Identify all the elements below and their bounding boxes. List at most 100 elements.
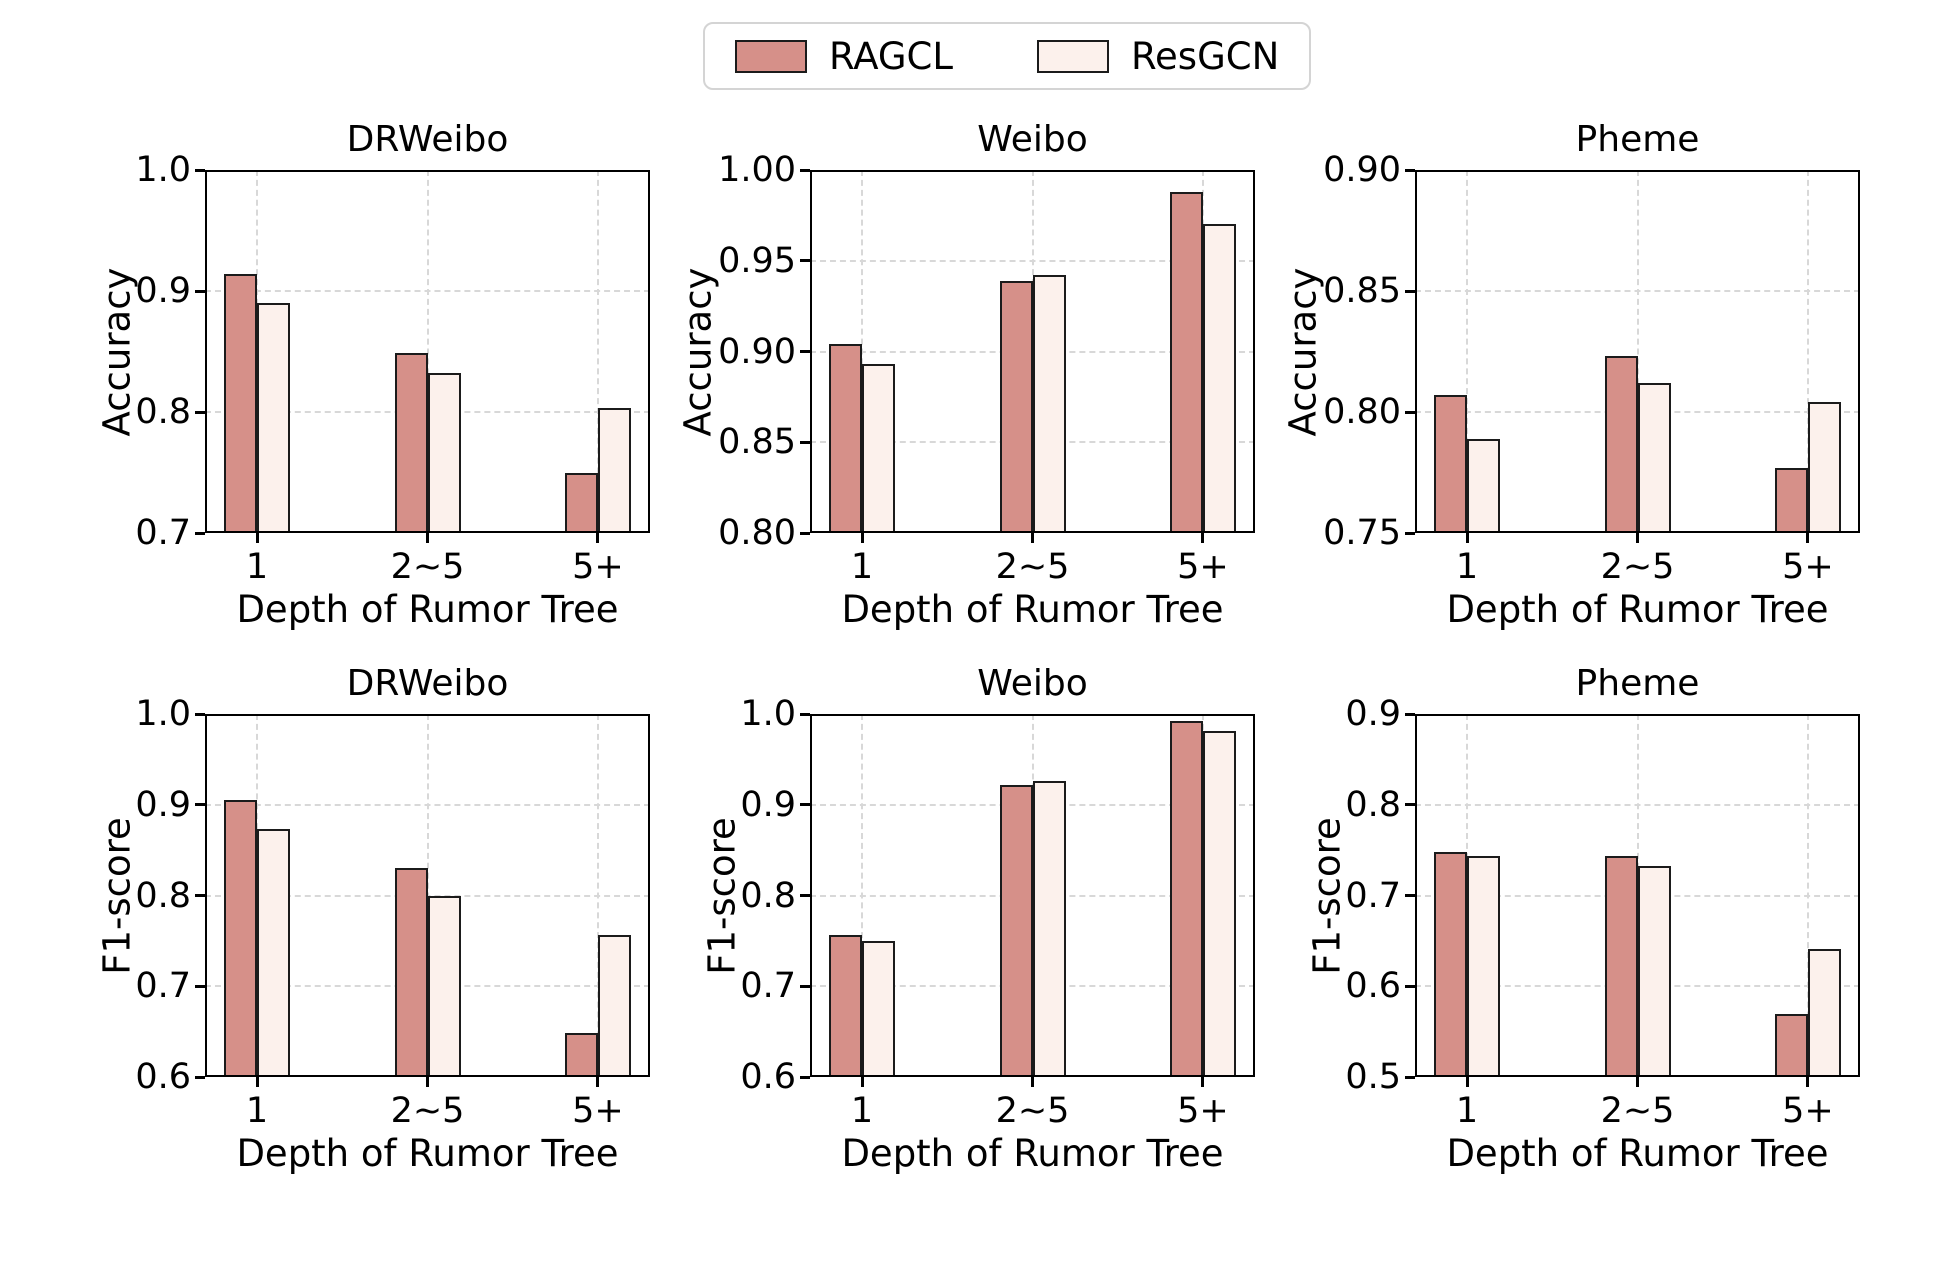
x-tick-label: 5+ xyxy=(572,1091,624,1131)
x-tick-label: 2~5 xyxy=(390,547,465,587)
bar-resgcn-depth-1 xyxy=(257,829,291,1077)
y-tick-label: 0.85 xyxy=(1323,271,1401,311)
legend-label-ragcl: RAGCL xyxy=(829,34,953,78)
x-tick-mark xyxy=(596,533,600,543)
y-tick-label: 0.75 xyxy=(1323,513,1401,553)
y-tick-label: 1.0 xyxy=(135,150,191,190)
subplot-title: Pheme xyxy=(1575,663,1700,704)
legend-label-resgcn: ResGCN xyxy=(1131,34,1280,78)
y-tick-mark xyxy=(195,894,205,897)
y-tick-label: 0.9 xyxy=(1345,694,1401,734)
x-tick-mark xyxy=(596,1077,600,1087)
x-axis-label: Depth of Rumor Tree xyxy=(841,1132,1224,1175)
y-tick-label: 0.8 xyxy=(1345,784,1401,825)
x-tick-mark xyxy=(1636,533,1639,543)
x-tick-mark xyxy=(255,1077,259,1087)
x-tick-label: 5+ xyxy=(1177,1091,1229,1131)
y-tick-label: 0.7 xyxy=(740,966,796,1007)
bar-ragcl-depth-5- xyxy=(564,1032,598,1077)
x-tick-label: 1 xyxy=(1455,1091,1479,1131)
x-tick-mark xyxy=(1806,533,1810,543)
x-tick-mark xyxy=(1636,1077,1639,1087)
x-axis-label: Depth of Rumor Tree xyxy=(1446,588,1829,631)
x-tick-mark xyxy=(1806,1077,1810,1087)
y-tick-label: 1.00 xyxy=(718,150,796,190)
x-tick-mark xyxy=(1031,1077,1034,1087)
x-tick-label: 5+ xyxy=(1177,547,1229,587)
y-tick-mark xyxy=(195,410,205,414)
x-tick-mark xyxy=(1465,1077,1469,1087)
subplot-title: DRWeibo xyxy=(346,119,509,160)
gridline-vertical xyxy=(861,714,864,1077)
y-tick-mark xyxy=(195,984,205,988)
y-tick-label: 0.6 xyxy=(135,1057,191,1097)
x-tick-mark xyxy=(860,533,864,543)
y-tick-label: 0.6 xyxy=(740,1057,796,1097)
y-tick-mark xyxy=(800,712,810,716)
y-tick-mark xyxy=(800,1075,810,1079)
legend-entry-resgcn: ResGCN xyxy=(1037,38,1279,75)
plot-frame xyxy=(810,170,1255,533)
bar-ragcl-depth-5- xyxy=(1169,191,1203,533)
bar-ragcl-depth-5- xyxy=(1774,467,1808,533)
y-tick-mark xyxy=(1405,531,1415,535)
gridline-vertical xyxy=(596,170,599,533)
bar-ragcl-depth-1 xyxy=(829,344,863,533)
x-tick-label: 2~5 xyxy=(1600,547,1675,587)
x-tick-mark xyxy=(1031,533,1034,543)
x-tick-label: 2~5 xyxy=(1600,1091,1675,1131)
y-tick-mark xyxy=(800,350,810,353)
bar-ragcl-depth-1 xyxy=(224,800,258,1077)
bar-resgcn-depth-5- xyxy=(1202,731,1236,1077)
bar-ragcl-depth-5- xyxy=(1169,721,1203,1077)
y-tick-label: 0.8 xyxy=(135,392,191,432)
bar-resgcn-depth-2-5 xyxy=(1032,781,1066,1077)
y-tick-mark xyxy=(800,803,810,807)
subplot-title: Weibo xyxy=(977,119,1088,160)
bar-ragcl-depth-2-5 xyxy=(999,784,1033,1077)
y-tick-label: 0.90 xyxy=(1323,150,1401,190)
y-tick-label: 0.9 xyxy=(135,271,191,311)
y-tick-mark xyxy=(195,1075,205,1079)
y-tick-mark xyxy=(800,168,810,172)
y-tick-mark xyxy=(195,531,205,535)
bar-ragcl-depth-1 xyxy=(1434,851,1468,1077)
x-axis-label: Depth of Rumor Tree xyxy=(1446,1132,1829,1175)
bar-resgcn-depth-1 xyxy=(1467,438,1501,533)
gridline-vertical xyxy=(426,170,429,533)
y-tick-mark xyxy=(800,259,810,263)
bar-resgcn-depth-5- xyxy=(1807,949,1841,1077)
subplot-title: Pheme xyxy=(1575,119,1700,160)
y-tick-mark xyxy=(800,894,810,897)
plot-frame xyxy=(810,714,1255,1077)
y-tick-label: 0.8 xyxy=(740,875,796,916)
y-tick-label: 0.9 xyxy=(135,784,191,825)
y-tick-mark xyxy=(195,168,205,172)
y-tick-mark xyxy=(1405,712,1415,716)
y-tick-mark xyxy=(1405,410,1415,414)
bar-resgcn-depth-2-5 xyxy=(427,895,461,1077)
x-tick-mark xyxy=(426,533,429,543)
y-tick-label: 0.7 xyxy=(135,966,191,1007)
y-tick-mark xyxy=(1405,803,1415,807)
x-tick-label: 5+ xyxy=(572,547,624,587)
y-tick-label: 0.8 xyxy=(135,875,191,916)
bar-resgcn-depth-2-5 xyxy=(1637,866,1671,1077)
y-tick-label: 1.0 xyxy=(740,694,796,734)
y-tick-mark xyxy=(195,803,205,807)
y-tick-label: 0.7 xyxy=(135,513,191,553)
y-tick-label: 0.95 xyxy=(718,240,796,281)
bar-resgcn-depth-5- xyxy=(597,935,631,1077)
bar-resgcn-depth-5- xyxy=(1807,402,1841,533)
plot-frame xyxy=(205,714,650,1077)
x-tick-label: 1 xyxy=(850,547,874,587)
bar-ragcl-depth-2-5 xyxy=(999,280,1033,533)
y-tick-label: 0.6 xyxy=(1345,966,1401,1007)
x-tick-mark xyxy=(1465,533,1469,543)
y-tick-mark xyxy=(1405,289,1415,293)
x-tick-label: 1 xyxy=(245,547,269,587)
y-tick-mark xyxy=(1405,894,1415,897)
bar-ragcl-depth-1 xyxy=(829,934,863,1077)
bar-resgcn-depth-1 xyxy=(257,303,291,533)
